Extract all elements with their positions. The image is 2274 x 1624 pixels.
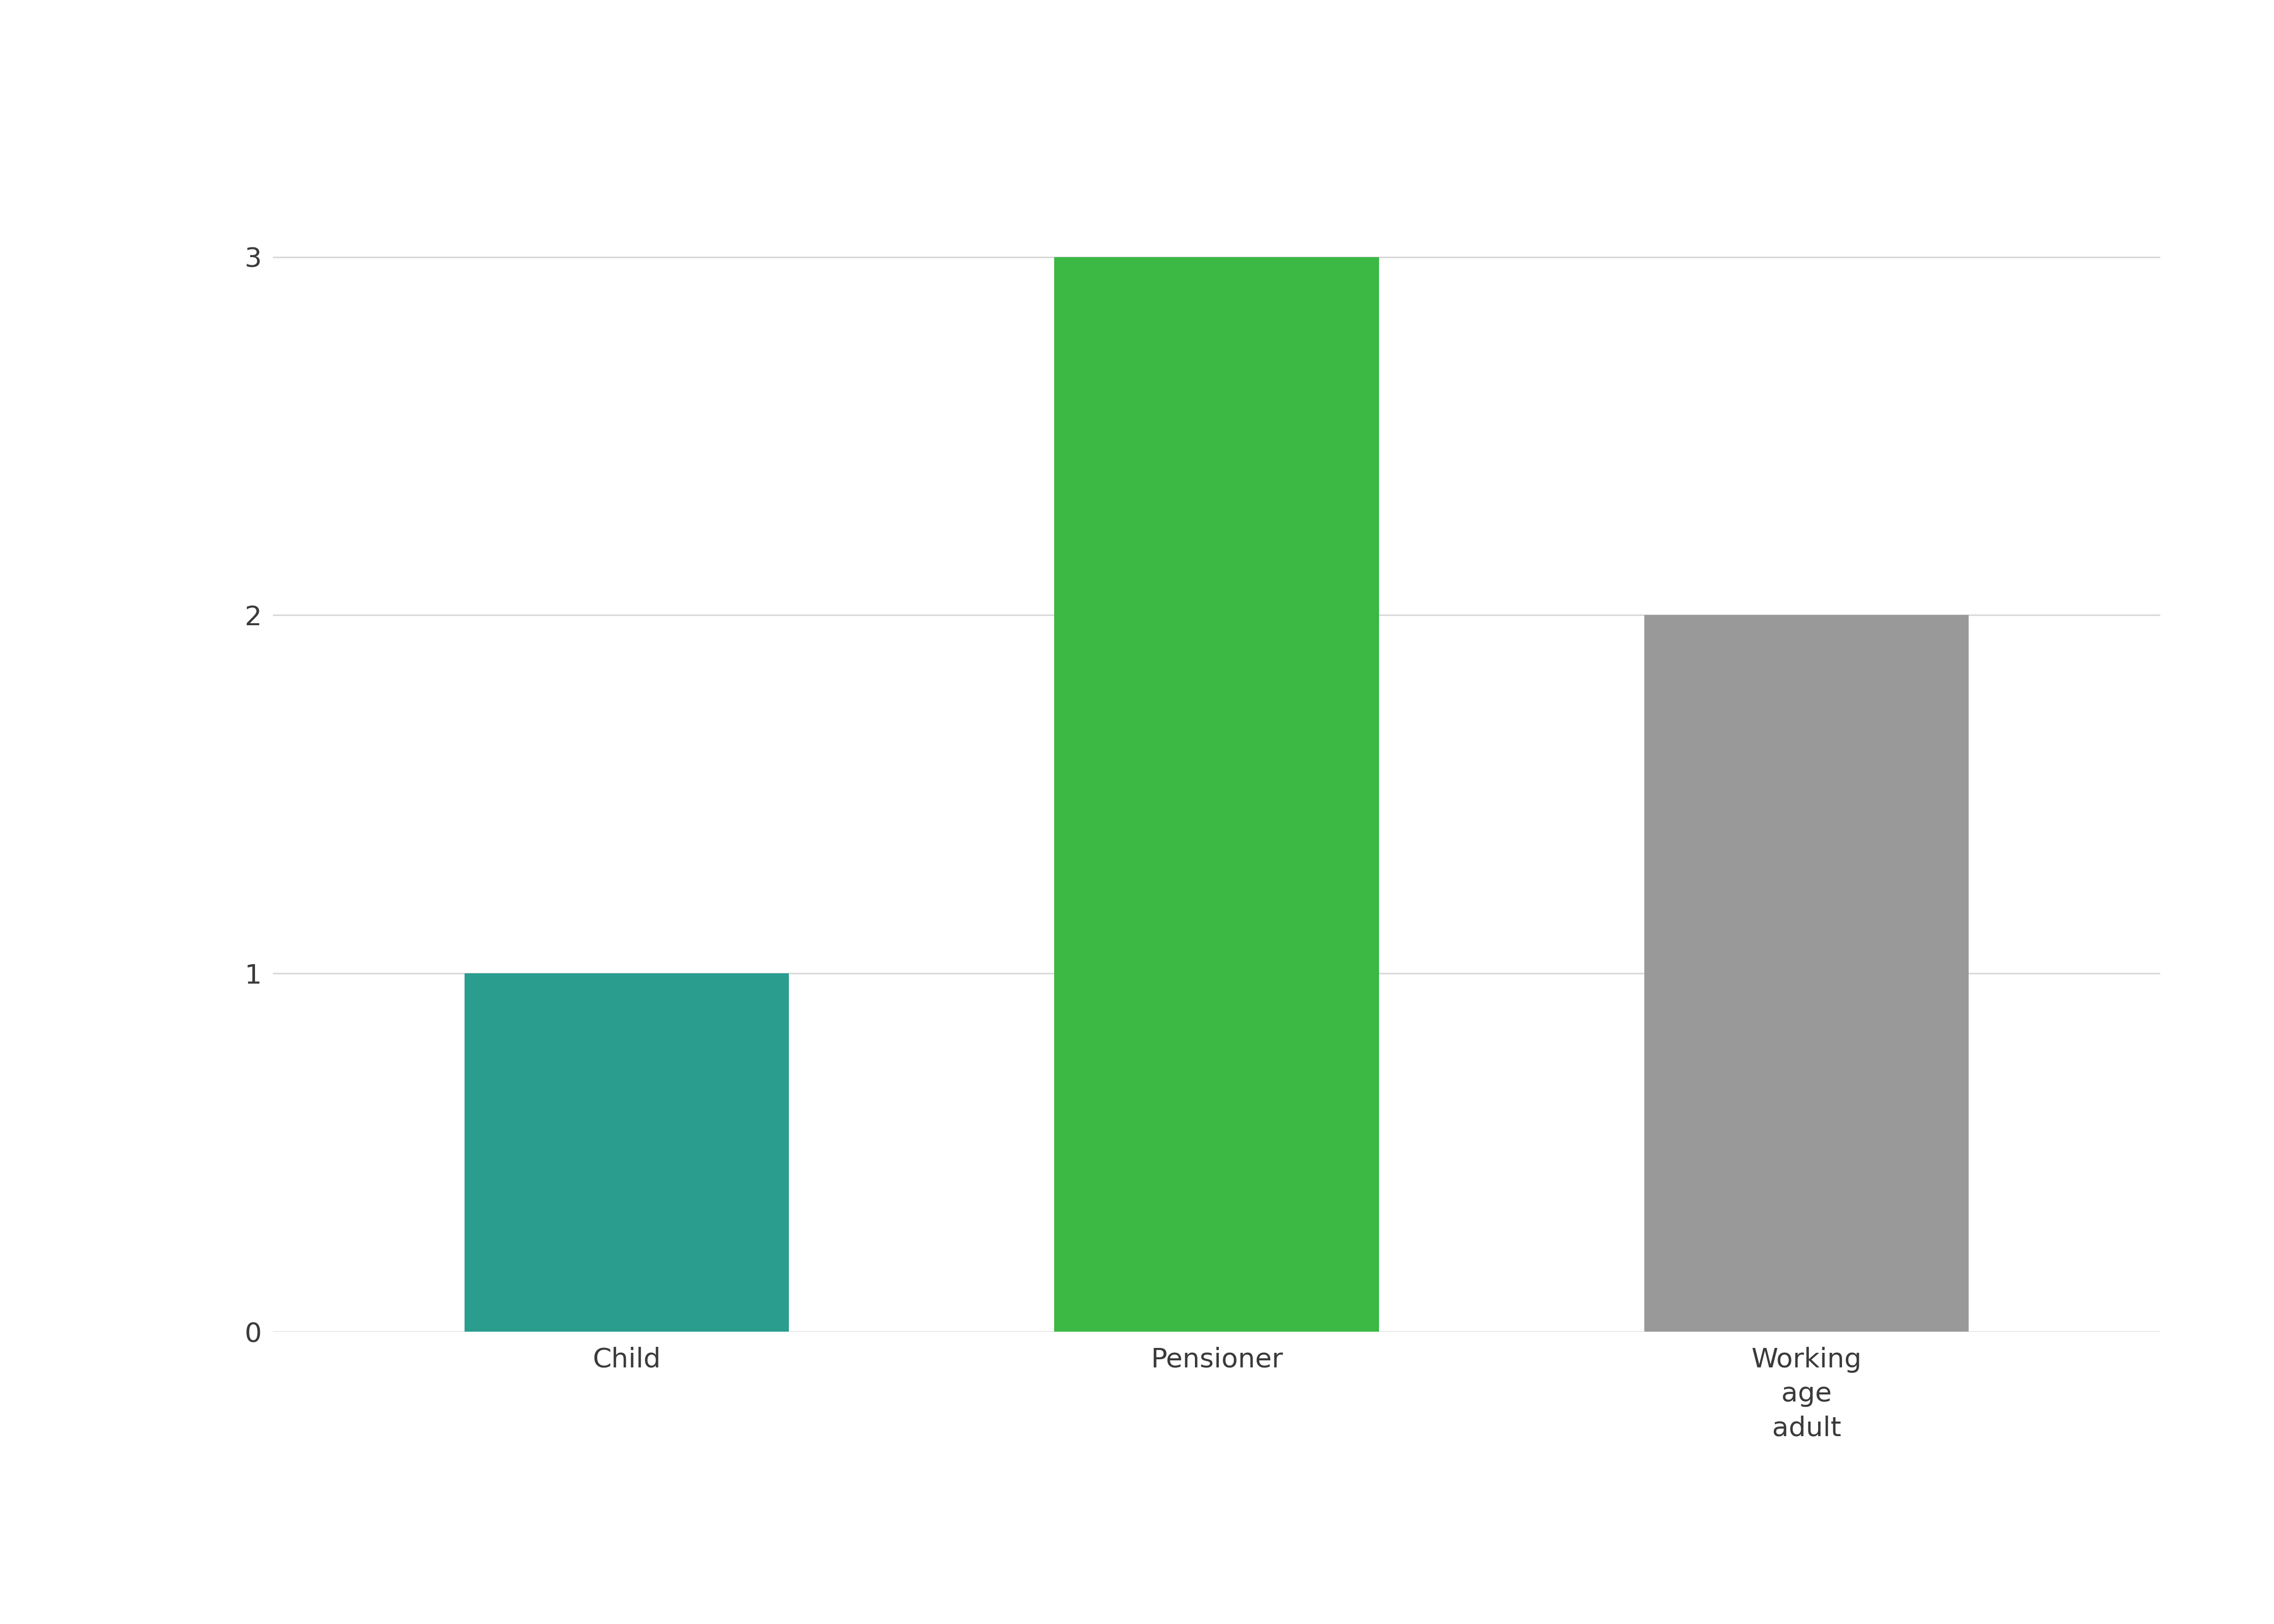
Bar xyxy=(1644,615,1969,1332)
Bar xyxy=(1055,257,1378,1332)
Bar xyxy=(464,973,789,1332)
